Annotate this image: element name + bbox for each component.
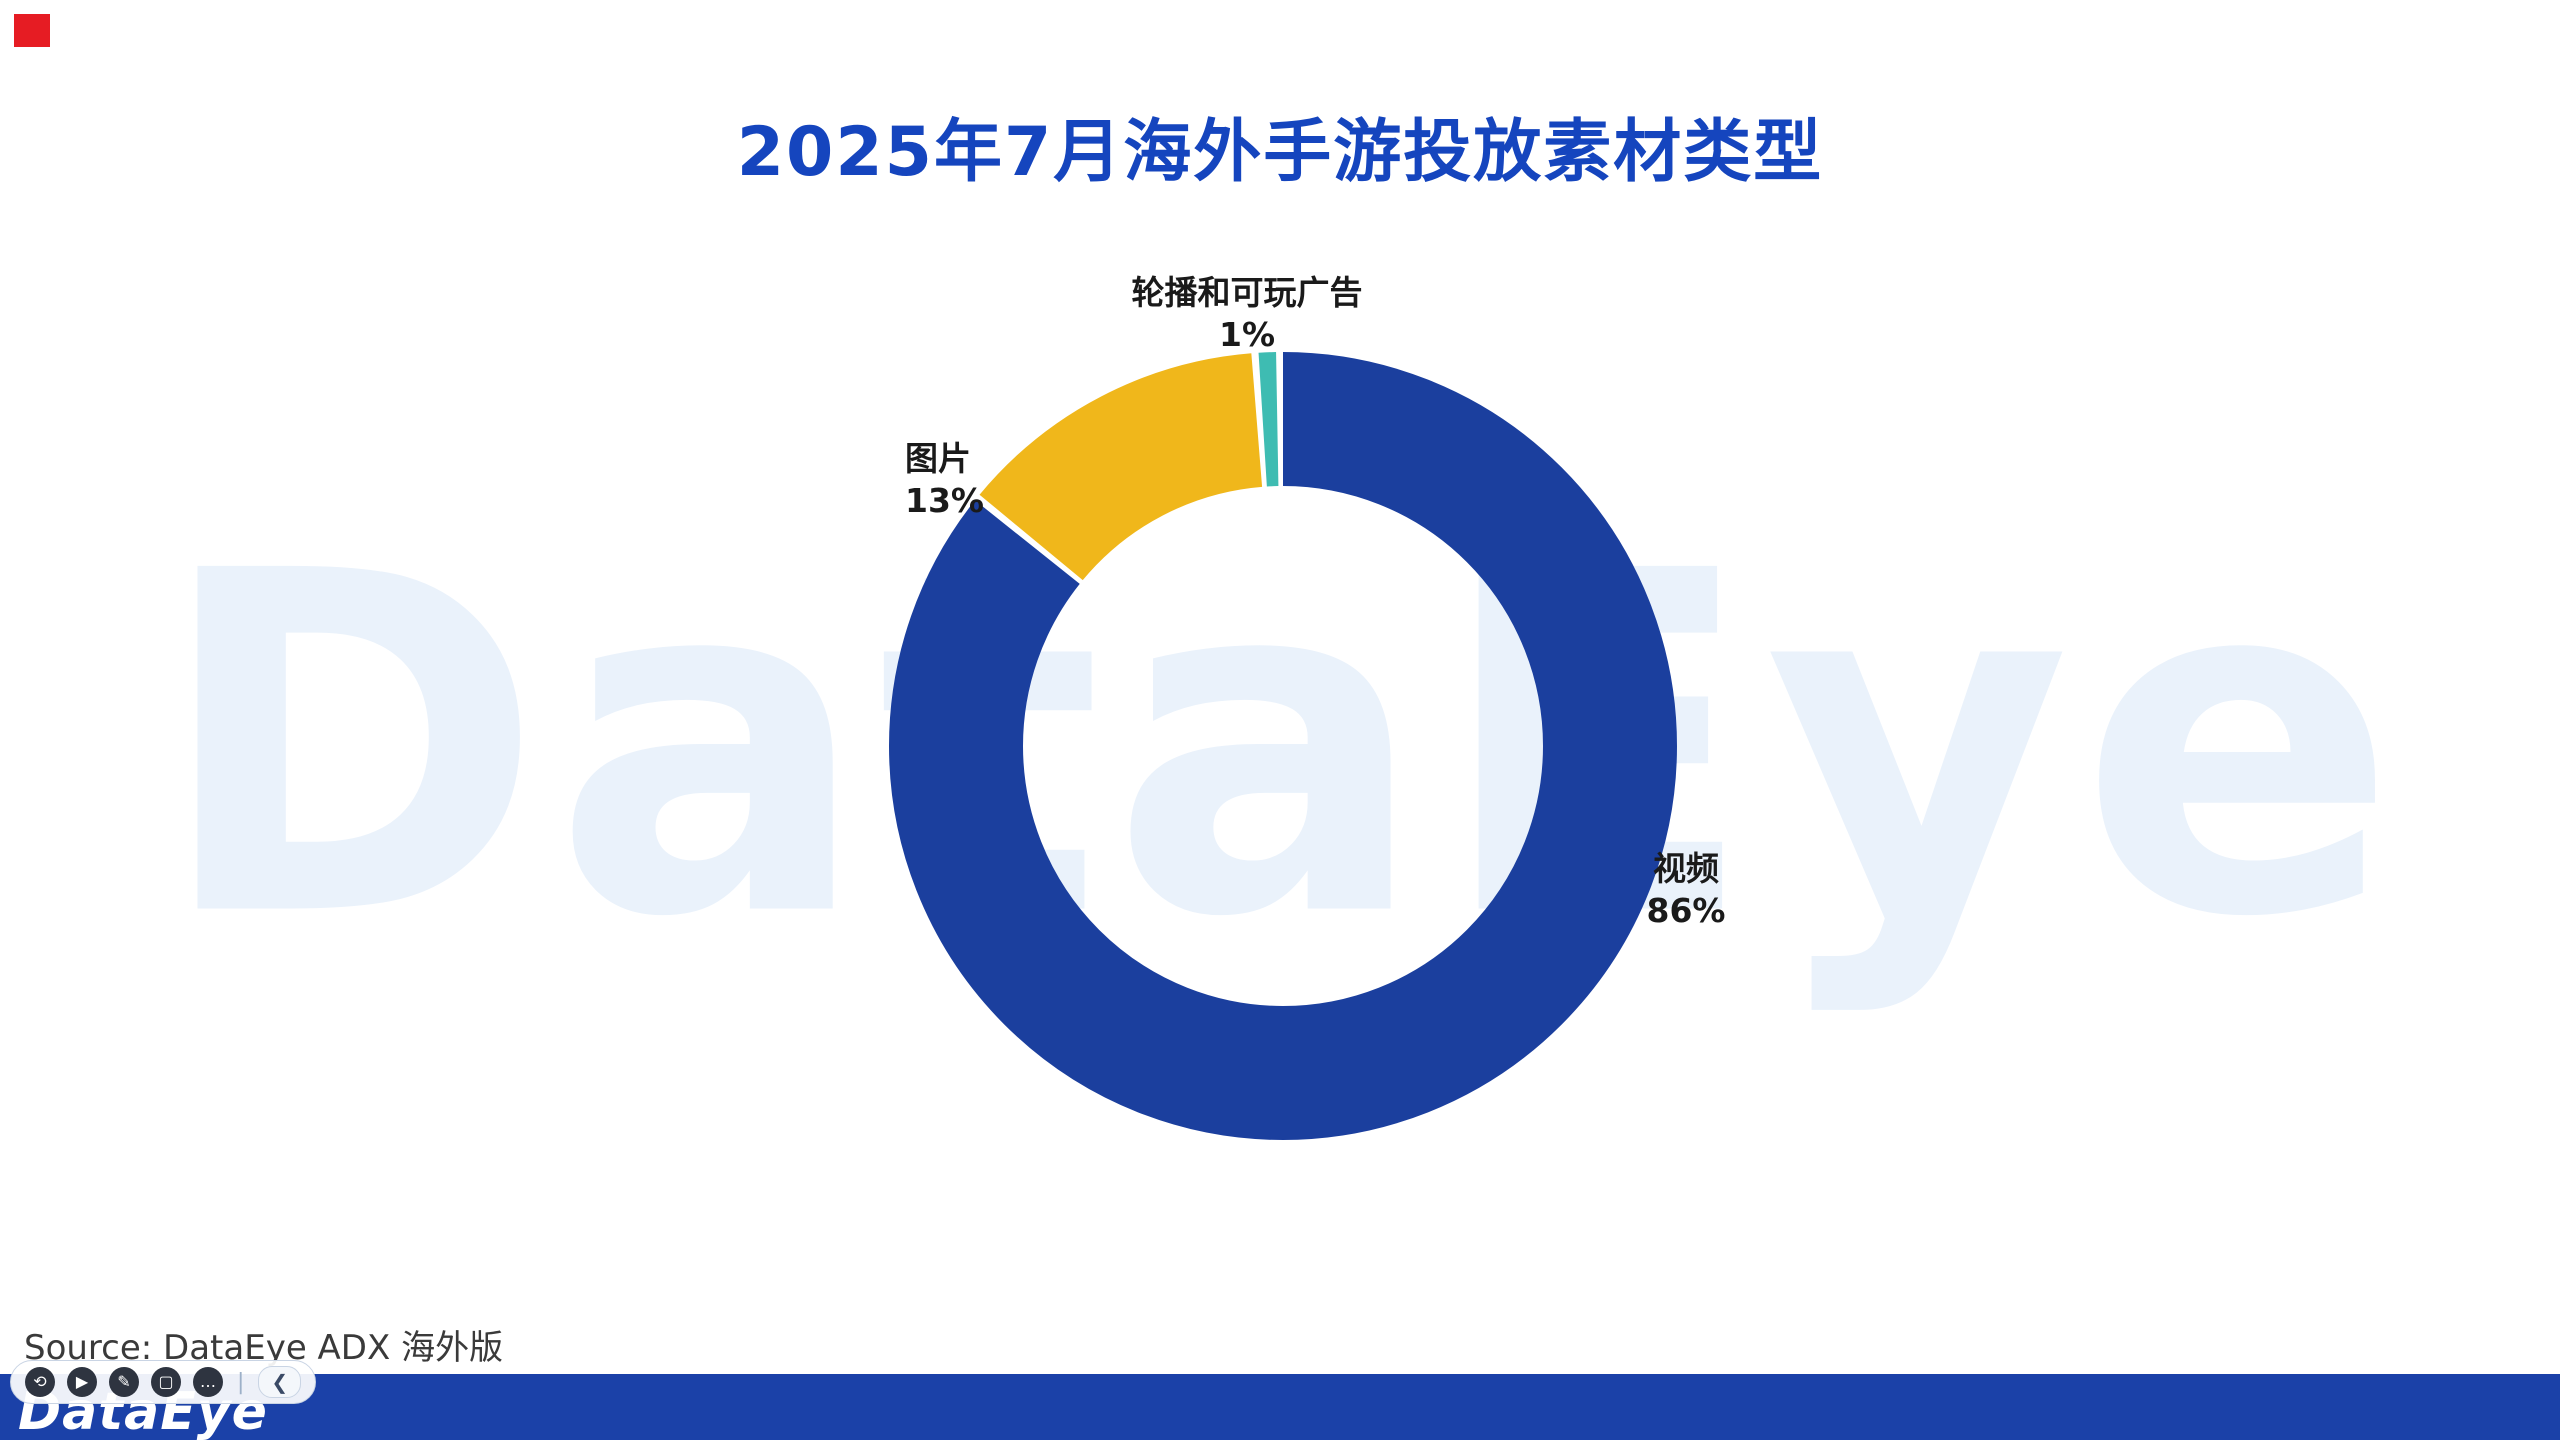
dataeye-watermark: DataEye	[154, 472, 2406, 1020]
comment-icon[interactable]: …	[193, 1367, 223, 1397]
slice-label-carousel-pct: 1%	[1218, 315, 1276, 355]
red-marker	[14, 14, 50, 47]
donut-chart	[863, 326, 1703, 1166]
play-icon[interactable]: ▶	[67, 1367, 97, 1397]
pen-icon[interactable]: ✎	[109, 1367, 139, 1397]
slice-label-video-name: 视频	[1653, 849, 1719, 888]
donut-chart-svg	[889, 352, 1677, 1140]
slice-label-carousel: 轮播和可玩广告 1%	[1132, 272, 1363, 356]
slice-label-image: 图片 13%	[905, 438, 984, 522]
footer-bar	[0, 1374, 2560, 1440]
slice-label-carousel-name: 轮播和可玩广告	[1131, 273, 1363, 312]
screen-icon[interactable]: ▢	[151, 1367, 181, 1397]
slice-label-image-pct: 13%	[905, 481, 984, 521]
slice-label-video: 视频 86%	[1647, 848, 1726, 932]
presentation-toolbar: ⟲ ▶ ✎ ▢ … | ❮	[10, 1360, 317, 1404]
collapse-toolbar-button[interactable]: ❮	[258, 1366, 302, 1398]
slice-label-image-name: 图片	[905, 439, 971, 478]
donut-segment-视频	[889, 352, 1677, 1140]
slice-label-video-pct: 86%	[1646, 891, 1726, 931]
undo-icon[interactable]: ⟲	[25, 1367, 55, 1397]
toolbar-divider: |	[237, 1369, 245, 1395]
page-title: 2025年7月海外手游投放素材类型	[736, 113, 1824, 192]
